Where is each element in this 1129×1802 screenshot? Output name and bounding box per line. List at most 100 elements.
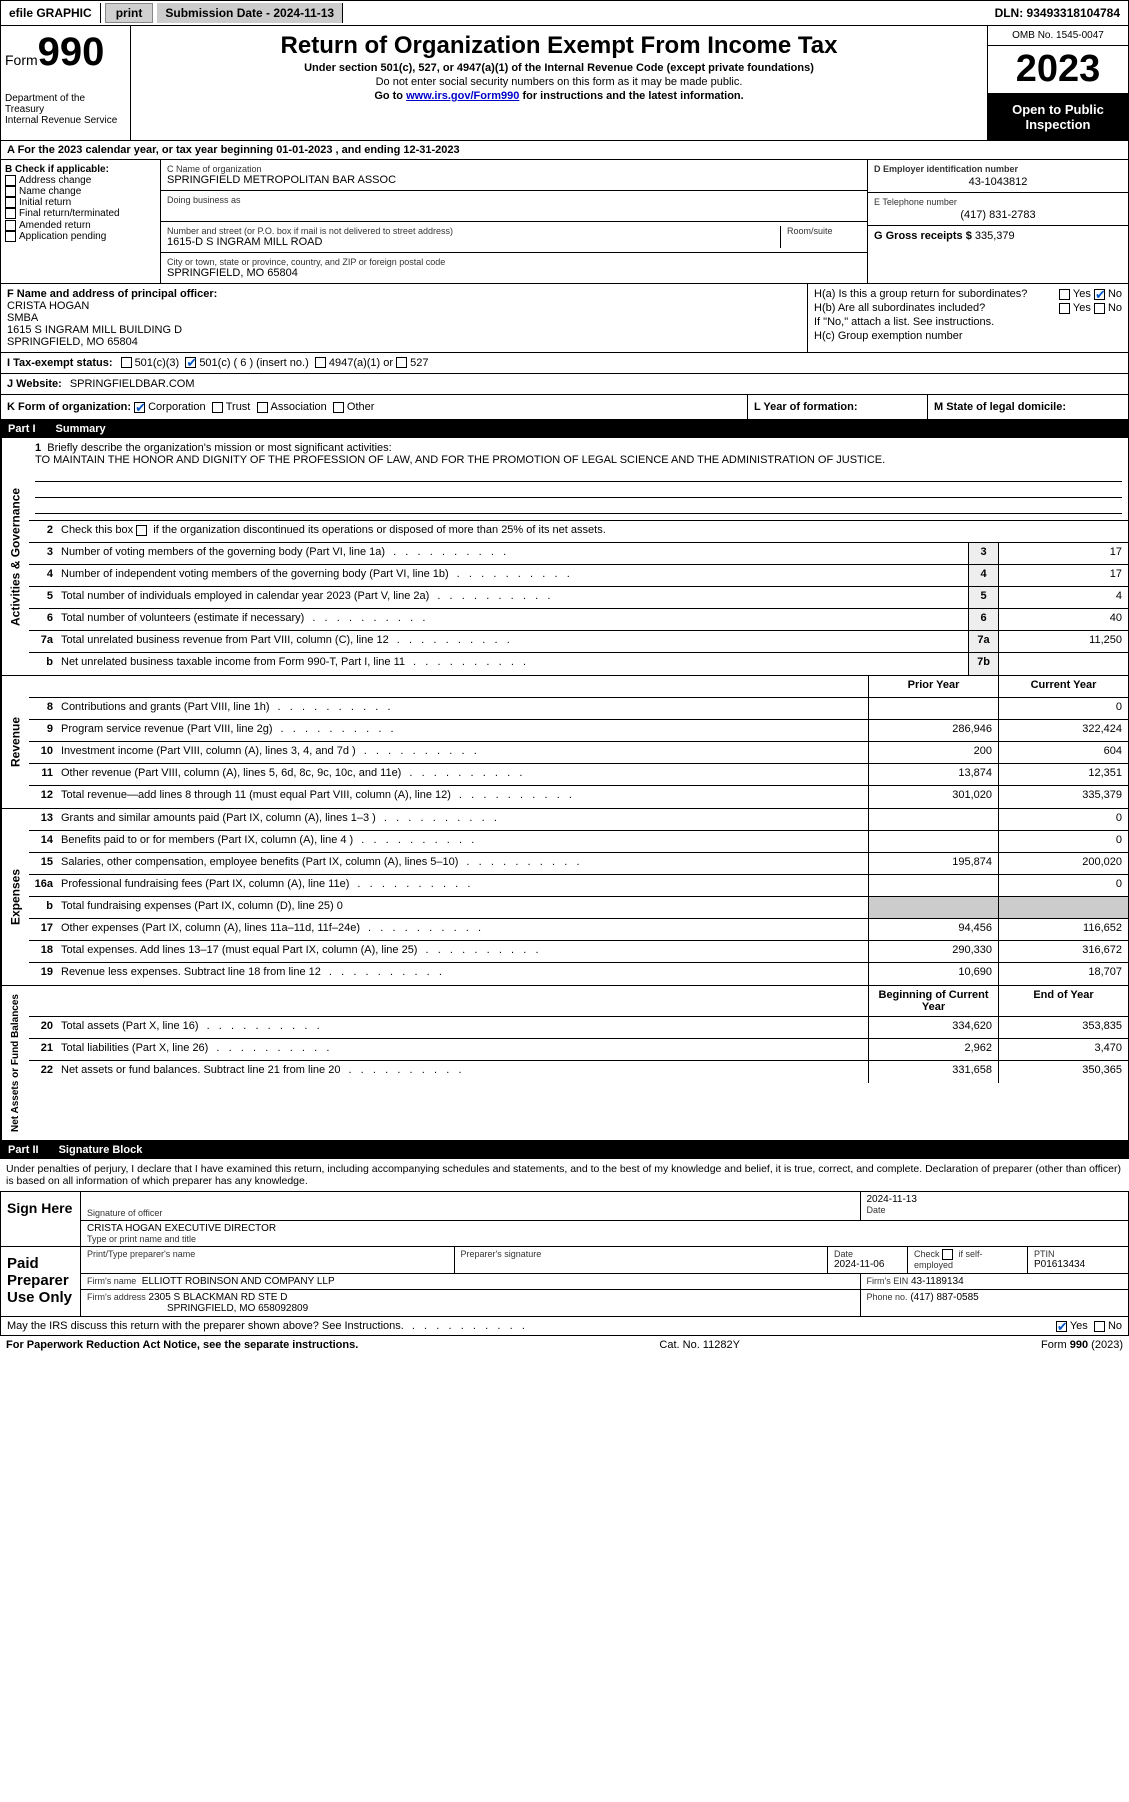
part1-title: Summary — [56, 423, 106, 435]
table-row: 18Total expenses. Add lines 13–17 (must … — [29, 941, 1128, 963]
firm-addr1: 2305 S BLACKMAN RD STE D — [149, 1292, 288, 1303]
table-row: 20Total assets (Part X, line 16)334,6203… — [29, 1017, 1128, 1039]
dept-label: Department of the Treasury — [5, 93, 126, 115]
end-year-header: End of Year — [998, 986, 1128, 1016]
section-c: C Name of organization SPRINGFIELD METRO… — [161, 160, 868, 283]
org-name-label: C Name of organization — [167, 164, 861, 174]
table-row: 8Contributions and grants (Part VIII, li… — [29, 698, 1128, 720]
netassets-header-row: Beginning of Current Year End of Year — [29, 986, 1128, 1017]
cb-501c3[interactable] — [121, 357, 132, 368]
gross-label: G Gross receipts $ — [874, 230, 972, 242]
part1-label: Part I — [8, 423, 36, 435]
ptin-value: P01613434 — [1034, 1259, 1122, 1270]
table-row: 4Number of independent voting members of… — [29, 565, 1128, 587]
firm-ein-label: Firm's EIN — [867, 1276, 909, 1286]
catalog-number: Cat. No. 11282Y — [659, 1339, 740, 1351]
cb-501c[interactable] — [185, 357, 196, 368]
mission-text: TO MAINTAIN THE HONOR AND DIGNITY OF THE… — [35, 454, 885, 466]
table-row: 21Total liabilities (Part X, line 26)2,9… — [29, 1039, 1128, 1061]
cb-4947[interactable] — [315, 357, 326, 368]
form-header: Form990 Department of the Treasury Inter… — [0, 26, 1129, 141]
checkbox-amended[interactable] — [5, 220, 16, 231]
goto-pre: Go to — [374, 90, 406, 102]
hb-label: H(b) Are all subordinates included? — [814, 302, 985, 314]
website-label: J Website: — [7, 378, 62, 390]
checkbox-app-pending[interactable] — [5, 231, 16, 242]
street-address: 1615-D S INGRAM MILL ROAD — [167, 236, 774, 248]
form-org-label: K Form of organization: — [7, 401, 131, 413]
discuss-question: May the IRS discuss this return with the… — [7, 1320, 404, 1332]
cb-discontinued[interactable] — [136, 525, 147, 536]
part2-title: Signature Block — [59, 1144, 143, 1156]
ha-yes-checkbox[interactable] — [1059, 289, 1070, 300]
checkbox-initial-return[interactable] — [5, 197, 16, 208]
section-b: B Check if applicable: Address change Na… — [1, 160, 161, 283]
table-row: 14Benefits paid to or for members (Part … — [29, 831, 1128, 853]
checkbox-final-return[interactable] — [5, 208, 16, 219]
hb-yes: Yes — [1073, 302, 1091, 314]
phone-value: (417) 831-2783 — [874, 209, 1122, 221]
print-button[interactable]: print — [105, 3, 154, 23]
section-h: H(a) Is this a group return for subordin… — [808, 284, 1128, 352]
declaration-text: Under penalties of perjury, I declare th… — [0, 1159, 1129, 1191]
expenses-block: Expenses 13Grants and similar amounts pa… — [0, 809, 1129, 986]
checkbox-address-change[interactable] — [5, 175, 16, 186]
officer-name: CRISTA HOGAN — [7, 300, 801, 312]
hc-label: H(c) Group exemption number — [814, 330, 1122, 342]
pra-notice: For Paperwork Reduction Act Notice, see … — [6, 1339, 358, 1351]
tax-year: 2023 — [988, 46, 1128, 94]
opt-final-return: Final return/terminated — [19, 209, 120, 220]
ha-no-checkbox[interactable] — [1094, 289, 1105, 300]
officer-printed-name: CRISTA HOGAN EXECUTIVE DIRECTOR — [87, 1223, 1122, 1234]
table-row: 15Salaries, other compensation, employee… — [29, 853, 1128, 875]
officer-org: SMBA — [7, 312, 801, 324]
officer-addr: 1615 S INGRAM MILL BUILDING D — [7, 324, 801, 336]
table-row: bTotal fundraising expenses (Part IX, co… — [29, 897, 1128, 919]
ptin-label: PTIN — [1034, 1249, 1122, 1259]
discuss-no: No — [1108, 1320, 1122, 1332]
officer-label: F Name and address of principal officer: — [7, 288, 801, 300]
table-row: 9Program service revenue (Part VIII, lin… — [29, 720, 1128, 742]
block-fh: F Name and address of principal officer:… — [0, 284, 1129, 353]
firm-name-label: Firm's name — [87, 1276, 136, 1286]
sign-date: 2024-11-13 — [867, 1194, 1123, 1205]
table-row: 7aTotal unrelated business revenue from … — [29, 631, 1128, 653]
tax-exempt-label: I Tax-exempt status: — [7, 357, 113, 369]
row-j: J Website: SPRINGFIELDBAR.COM — [0, 374, 1129, 395]
form-subtitle: Under section 501(c), 527, or 4947(a)(1)… — [137, 62, 981, 74]
form-number: 990 — [38, 30, 105, 74]
section-d: D Employer identification number 43-1043… — [868, 160, 1128, 283]
side-activities-governance: Activities & Governance — [1, 438, 29, 675]
block-bcd: B Check if applicable: Address change Na… — [0, 160, 1129, 284]
gross-value: 335,379 — [975, 230, 1015, 242]
cb-discuss-no[interactable] — [1094, 1321, 1105, 1332]
cb-527[interactable] — [396, 357, 407, 368]
table-row: 10Investment income (Part VIII, column (… — [29, 742, 1128, 764]
cb-discuss-yes[interactable] — [1056, 1321, 1067, 1332]
line-2: 2 Check this box Check this box if the o… — [29, 521, 1128, 543]
hb-no: No — [1108, 302, 1122, 314]
footer-row: For Paperwork Reduction Act Notice, see … — [0, 1336, 1129, 1354]
hb-yes-checkbox[interactable] — [1059, 303, 1070, 314]
firm-phone-label: Phone no. — [867, 1292, 908, 1302]
hb-no-checkbox[interactable] — [1094, 303, 1105, 314]
preparer-date: 2024-11-06 — [834, 1259, 901, 1270]
cb-self-employed[interactable] — [942, 1249, 953, 1260]
current-year-header: Current Year — [998, 676, 1128, 697]
cb-corp[interactable] — [134, 402, 145, 413]
opt-501c: 501(c) ( 6 ) (insert no.) — [199, 357, 308, 369]
checkbox-name-change[interactable] — [5, 186, 16, 197]
table-row: 5Total number of individuals employed in… — [29, 587, 1128, 609]
table-row: 6Total number of volunteers (estimate if… — [29, 609, 1128, 631]
preparer-name-label: Print/Type preparer's name — [87, 1249, 448, 1259]
efile-label: efile GRAPHIC — [1, 3, 101, 23]
ha-label: H(a) Is this a group return for subordin… — [814, 288, 1027, 300]
omb-number: OMB No. 1545-0047 — [988, 26, 1128, 46]
cb-other[interactable] — [333, 402, 344, 413]
table-row: 11Other revenue (Part VIII, column (A), … — [29, 764, 1128, 786]
sign-here-block: Sign Here Signature of officer 2024-11-1… — [0, 1191, 1129, 1247]
cb-trust[interactable] — [212, 402, 223, 413]
irs-link[interactable]: www.irs.gov/Form990 — [406, 90, 519, 102]
opt-corp: Corporation — [148, 401, 205, 413]
cb-assoc[interactable] — [257, 402, 268, 413]
